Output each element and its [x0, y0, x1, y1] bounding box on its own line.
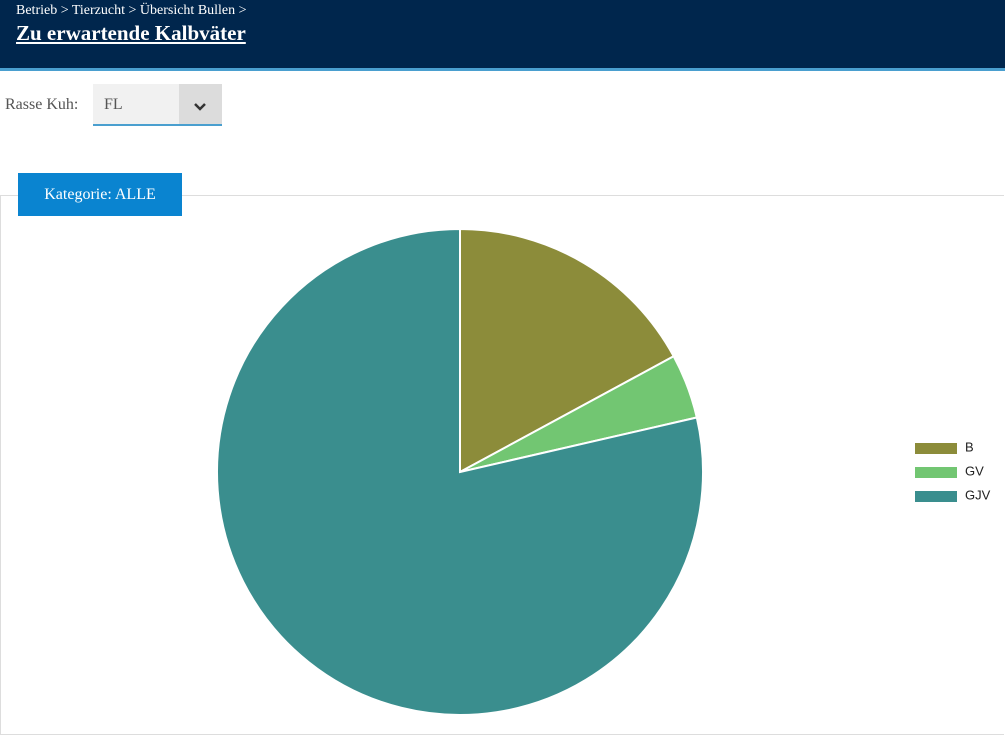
- filter-label: Rasse Kuh:: [5, 96, 79, 113]
- dropdown-arrow[interactable]: [179, 84, 222, 124]
- page-title[interactable]: Zu erwartende Kalbväter: [16, 21, 246, 45]
- legend-swatch: [915, 467, 957, 478]
- chevron: [194, 103, 206, 111]
- category-button[interactable]: Kategorie: ALLE: [18, 173, 182, 216]
- header: Betrieb > Tierzucht > Übersicht Bullen >…: [0, 0, 1005, 71]
- select-value: FL: [104, 96, 123, 113]
- select[interactable]: FL: [93, 84, 222, 126]
- breadcrumb[interactable]: Betrieb > Tierzucht > Übersicht Bullen >: [16, 3, 247, 18]
- pie-slice: [216, 227, 704, 716]
- legend-label: GV: [965, 463, 984, 478]
- legend-label: GJV: [965, 487, 991, 502]
- legend-swatch: [915, 491, 957, 502]
- legend-swatch: [915, 443, 957, 454]
- pie-slice: [459, 227, 676, 474]
- legend-label: B: [965, 439, 974, 454]
